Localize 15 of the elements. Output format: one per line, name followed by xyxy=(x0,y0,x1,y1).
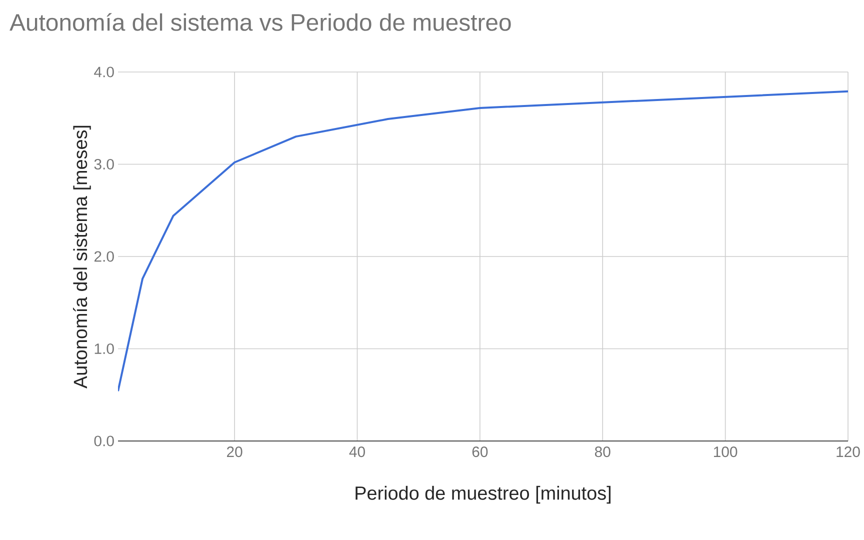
y-tick-label: 2.0 xyxy=(94,251,114,262)
x-axis-title: Periodo de muestreo [minutos] xyxy=(356,486,610,504)
y-axis-title: Autonomía del sistema [meses] xyxy=(73,126,91,388)
x-tick-label: 100 xyxy=(714,446,738,458)
y-tick-label: 0.0 xyxy=(94,436,114,446)
x-tick-label: 40 xyxy=(349,446,365,458)
y-tick-label: 3.0 xyxy=(94,158,114,170)
x-tick-label: 20 xyxy=(227,446,242,458)
chart-title: Autonomía del sistema vs Periodo de muestreo xyxy=(10,13,511,31)
x-tick-label: 80 xyxy=(594,446,610,458)
line-series xyxy=(118,90,848,392)
x-tick-label: 60 xyxy=(472,446,488,458)
y-tick-label: 4.0 xyxy=(94,66,114,78)
x-tick-label: 120 xyxy=(836,446,860,458)
y-tick-label: 1.0 xyxy=(94,343,114,354)
